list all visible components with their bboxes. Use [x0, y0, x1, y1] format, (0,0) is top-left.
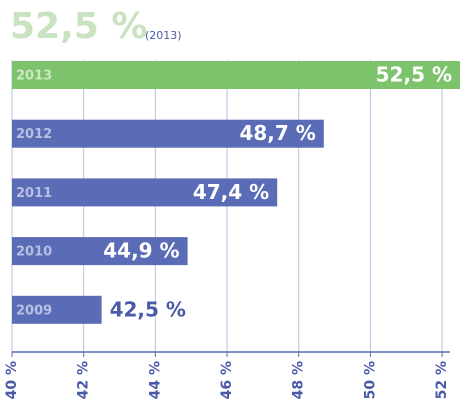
bar	[12, 61, 460, 89]
value-label: 44,9 %	[103, 239, 179, 263]
value-label: 42,5 %	[110, 297, 186, 321]
x-tick-label: 40 %	[4, 361, 20, 399]
category-label: 2009	[16, 303, 52, 318]
value-label: 47,4 %	[193, 180, 269, 204]
value-label: 52,5 %	[376, 63, 452, 87]
bar	[12, 295, 102, 324]
value-label: 48,7 %	[239, 121, 315, 145]
chart-title: 52,5 %	[10, 6, 147, 47]
category-label: 2013	[16, 69, 52, 84]
bar	[12, 178, 278, 207]
bar	[12, 119, 324, 148]
x-tick-label: 42 %	[76, 361, 92, 399]
chart-subtitle: (2013)	[145, 29, 182, 42]
x-tick-label: 48 %	[291, 361, 307, 399]
x-tick-label: 50 %	[362, 361, 378, 399]
category-label: 2010	[16, 245, 52, 260]
category-label: 2012	[16, 127, 52, 142]
category-label: 2011	[16, 186, 52, 201]
x-tick-label: 52 %	[434, 361, 450, 399]
x-tick-label: 46 %	[219, 361, 235, 399]
x-tick-label: 44 %	[147, 361, 163, 399]
bar	[12, 237, 188, 266]
